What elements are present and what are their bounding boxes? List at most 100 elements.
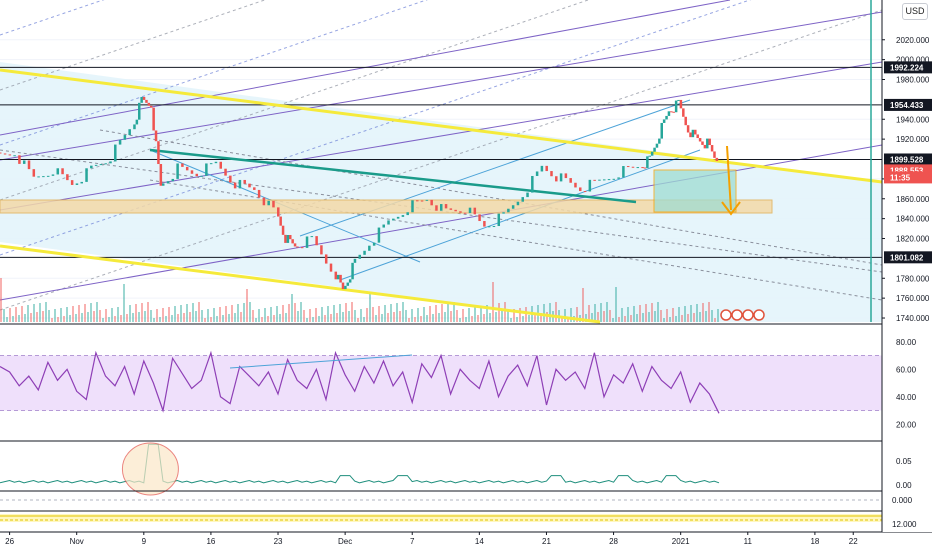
candle: [382, 224, 385, 228]
volume-bar: [33, 304, 35, 322]
candle: [646, 156, 649, 168]
candle: [157, 141, 160, 165]
volume-bar: [297, 311, 299, 322]
volume-bar: [603, 311, 605, 322]
price-tag-label: 1954.433: [890, 101, 924, 110]
volume-bar: [324, 315, 326, 322]
currency-badge[interactable]: USD: [902, 3, 928, 20]
volume-bar: [60, 308, 62, 322]
rsi-tick-label: 40.00: [896, 393, 917, 402]
main-price-pane: [0, 0, 932, 325]
volume-bar: [147, 302, 149, 322]
rsi-tick-label: 60.00: [896, 365, 917, 374]
yellow-channel-lower: [0, 244, 601, 324]
candle: [689, 132, 692, 138]
time-tick-label: 11: [744, 537, 753, 546]
volume-bar: [285, 313, 287, 322]
time-tick-label: 28: [609, 537, 618, 546]
volume-bar: [48, 310, 50, 322]
indicator-pane: [0, 442, 932, 496]
volume-bar: [6, 317, 8, 322]
volume-bar: [669, 317, 671, 322]
strip-band: [0, 514, 882, 522]
volume-bar: [426, 315, 428, 322]
volume-bar: [336, 313, 338, 322]
candle: [351, 262, 354, 280]
candle: [233, 182, 237, 189]
volume-bar: [9, 308, 11, 322]
volume-bar: [600, 303, 602, 322]
candle: [497, 213, 501, 227]
volume-bar: [213, 308, 215, 322]
price-axis-bg: [882, 0, 932, 532]
volume-bar: [45, 302, 47, 322]
volume-bar: [504, 302, 506, 322]
candle: [90, 165, 93, 169]
candle: [147, 102, 151, 106]
volume-bar: [513, 309, 515, 322]
volume-bar: [606, 302, 608, 322]
volume-bar: [417, 308, 419, 322]
volume-bar: [585, 314, 587, 322]
candle: [190, 170, 194, 174]
candle: [238, 179, 242, 189]
candle: [279, 216, 282, 226]
volume-bar: [204, 318, 206, 322]
time-axis: 26 Nov 9 16 23 Dec 7 14 21 28 2021 11 18 22: [5, 532, 858, 546]
candle: [195, 173, 199, 177]
volume-bar: [162, 308, 164, 322]
candle: [535, 171, 539, 176]
candle: [85, 168, 88, 182]
forecast-arrow-line: [726, 145, 732, 211]
volume-bar: [228, 314, 230, 322]
volume-bar: [327, 306, 329, 322]
time-tick-label: 21: [542, 537, 551, 546]
volume-bar: [246, 289, 248, 322]
volume-bar: [318, 316, 320, 322]
volume-bar: [387, 313, 389, 322]
candle: [583, 191, 587, 193]
volume-bar: [258, 309, 260, 322]
volume-bar: [381, 314, 383, 322]
volume-bar: [183, 313, 185, 322]
volume-bar: [111, 308, 113, 322]
volume-bar: [591, 313, 593, 322]
volume-bar: [108, 317, 110, 322]
candle: [145, 99, 148, 103]
volume-bar: [636, 314, 638, 322]
candle: [154, 130, 158, 142]
candle: [27, 160, 31, 170]
volume-bar: [144, 311, 146, 322]
yellow-channel-upper: [0, 68, 883, 184]
candle: [61, 168, 64, 175]
volume-bar: [24, 314, 26, 322]
volume-bar: [216, 316, 218, 322]
candle: [339, 274, 342, 283]
forecast-arrow-head: [721, 201, 741, 216]
volume-bar: [609, 310, 611, 322]
candle: [454, 209, 457, 212]
candle: [396, 216, 400, 219]
bottom-pane: [0, 499, 932, 533]
volume-bar: [189, 312, 191, 322]
volume-bar: [675, 316, 677, 322]
candle: [104, 163, 107, 165]
volume-bar: [567, 317, 569, 322]
volume-bar: [21, 306, 23, 322]
volume-bar: [156, 309, 158, 322]
candle: [516, 201, 520, 206]
price-tick-label: 1760.000: [896, 294, 930, 303]
price-tick-label: 1780.000: [896, 274, 930, 283]
dashed-parallel-line: [0, 0, 752, 256]
volume-bar: [582, 288, 584, 322]
volume-bar: [477, 315, 479, 322]
volume-bar: [243, 303, 245, 322]
volume-bar: [363, 317, 365, 322]
candle: [617, 177, 620, 179]
candle: [272, 200, 275, 208]
volume-bar: [483, 314, 485, 322]
candle: [80, 181, 83, 184]
price-tag-bg: [884, 153, 932, 166]
candle: [540, 165, 544, 172]
candle: [161, 183, 165, 186]
